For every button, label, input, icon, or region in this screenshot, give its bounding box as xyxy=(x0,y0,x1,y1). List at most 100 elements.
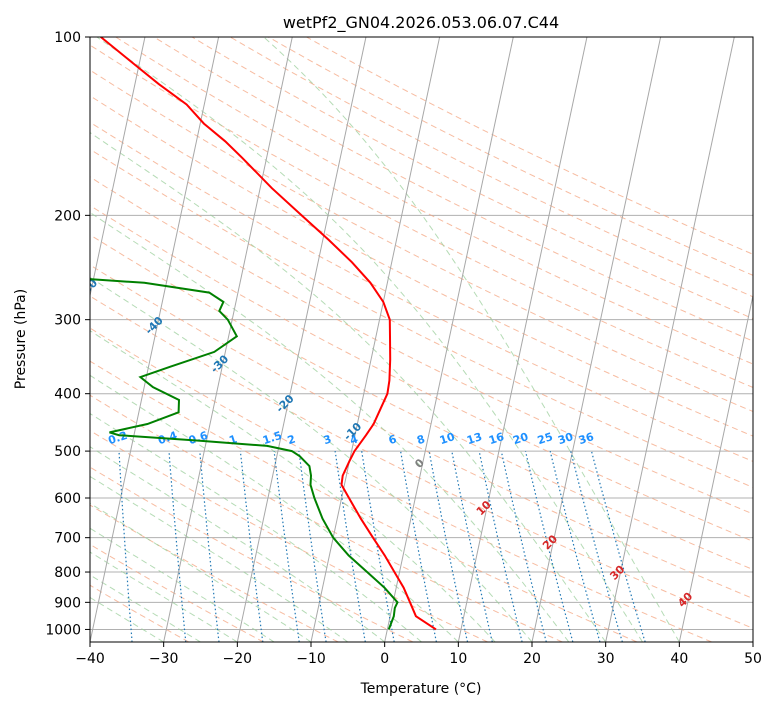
x-tick-label: −40 xyxy=(75,651,105,667)
axes-frame xyxy=(85,36,754,647)
dewpoint-profile-line xyxy=(90,278,399,630)
x-tick-label: −20 xyxy=(223,651,253,667)
mixing-ratio-line xyxy=(118,451,133,642)
isotherm-label: 10 xyxy=(474,498,494,518)
isotherm-label: -60 xyxy=(12,237,35,260)
isotherm-line xyxy=(163,37,293,642)
isotherm-label: 30 xyxy=(607,562,627,582)
isotherm-label: 0 xyxy=(412,456,427,471)
dry-adiabat xyxy=(90,264,753,600)
dry-adiabat xyxy=(90,295,753,629)
dry-adiabat xyxy=(90,204,753,542)
isotherm-label: 20 xyxy=(540,532,560,552)
y-tick-label: 900 xyxy=(54,595,81,611)
moist-adiabat xyxy=(90,374,459,642)
isotherm-label: -20 xyxy=(273,392,296,415)
moist-adiabat xyxy=(90,596,164,642)
mixing-ratio-label: 8 xyxy=(415,433,426,448)
mixing-ratio-label: 0.6 xyxy=(187,429,210,447)
dry-adiabat xyxy=(90,466,414,642)
mixing-ratio-label: 4 xyxy=(348,432,360,447)
dry-adiabat xyxy=(191,37,753,320)
isotherm-line xyxy=(457,37,588,642)
x-tick-label: 50 xyxy=(744,651,762,667)
isotherm-line xyxy=(90,37,146,298)
mixing-ratio-line xyxy=(590,450,646,642)
mixing-ratio-label: 3 xyxy=(322,433,333,448)
mixing-ratio-line xyxy=(273,451,300,642)
x-axis-label: Temperature (°C) xyxy=(360,681,482,697)
y-tick-label: 400 xyxy=(54,387,81,403)
dry-adiabat xyxy=(90,148,753,488)
mixing-ratio-label: 16 xyxy=(487,430,506,447)
plot-border xyxy=(89,36,754,643)
dry-adiabat xyxy=(90,69,753,413)
moist-adiabat xyxy=(90,446,385,642)
isotherm-label: -50 xyxy=(77,276,100,299)
mixing-ratio-label: 36 xyxy=(577,430,596,447)
dry-adiabat xyxy=(90,176,753,515)
mixing-ratio-line xyxy=(451,450,493,642)
isotherm-label: -30 xyxy=(208,352,231,375)
moist-adiabat xyxy=(90,551,238,642)
dry-adiabat xyxy=(90,327,712,642)
mixing-ratio-line xyxy=(524,450,574,642)
isotherm-line xyxy=(531,37,662,642)
tick-labels: −40 −30 −20 −10 0 10 20 30 40 5010009008007006005… xyxy=(45,30,762,667)
moist-adiabat xyxy=(96,37,643,642)
isotherm-line xyxy=(236,37,367,642)
dry-adiabat xyxy=(306,37,753,255)
x-tick-label: 30 xyxy=(597,651,615,667)
mixing-ratio-label: 2 xyxy=(286,433,297,448)
moist-adiabat xyxy=(90,211,570,642)
x-tick-label: 10 xyxy=(449,651,467,667)
mixing-ratio-line xyxy=(549,450,601,642)
chart-title: wetPf2_GN04.2026.053.06.07.C44 xyxy=(283,13,559,33)
moist-adiabat xyxy=(90,412,422,642)
isotherm-line xyxy=(310,37,441,642)
y-tick-label: 200 xyxy=(54,208,81,224)
x-tick-label: −10 xyxy=(296,651,326,667)
mixing-ratio-line xyxy=(239,451,264,642)
mixing-ratio-label: 1 xyxy=(227,433,238,448)
moist-adiabat xyxy=(263,37,680,642)
moist-adiabat xyxy=(90,131,607,642)
x-tick-label: 20 xyxy=(523,651,541,667)
mixing-ratio-label: 25 xyxy=(536,430,555,447)
isotherm-label: -10 xyxy=(341,420,364,443)
moist-adiabat xyxy=(90,502,312,642)
dry-adiabat xyxy=(90,429,488,642)
dry-adiabat xyxy=(229,37,753,298)
y-tick-label: 1000 xyxy=(45,622,81,638)
x-tick-label: 40 xyxy=(670,651,688,667)
isotherm-line xyxy=(90,37,220,642)
moist-adiabat xyxy=(90,276,533,642)
mixing-ratio-line xyxy=(199,451,220,642)
y-tick-label: 600 xyxy=(54,491,81,507)
isotherm-label: 40 xyxy=(675,590,695,610)
mixing-ratio-label: 6 xyxy=(387,432,399,447)
mixing-ratio-line xyxy=(298,451,327,642)
plot-area: 0.10.20.40.611.52346810131620253036-100-… xyxy=(0,37,753,642)
isotherm-line xyxy=(752,639,753,642)
temperature-profile-line xyxy=(100,37,437,631)
mixing-ratio-label: 30 xyxy=(556,430,575,447)
y-tick-label: 700 xyxy=(54,531,81,547)
mixing-ratio-line xyxy=(168,451,187,642)
mixing-ratio-line xyxy=(570,450,623,642)
isotherm-line xyxy=(384,37,514,642)
mixing-ratio-line xyxy=(500,450,547,642)
dry-adiabat xyxy=(90,394,563,642)
y-tick-label: 300 xyxy=(54,313,81,329)
moist-adiabat xyxy=(90,475,349,642)
isotherm-label: -40 xyxy=(143,314,166,337)
x-tick-label: 0 xyxy=(380,651,389,667)
mixing-ratio-label: 20 xyxy=(511,430,530,447)
isotherm-line xyxy=(678,293,753,642)
mixing-ratio-line xyxy=(400,450,437,642)
mixing-ratio-line xyxy=(478,450,523,642)
dry-adiabat xyxy=(90,234,753,571)
isotherm-line xyxy=(0,37,71,642)
dry-adiabat xyxy=(90,95,753,437)
mixing-ratio-label: 13 xyxy=(465,430,484,447)
